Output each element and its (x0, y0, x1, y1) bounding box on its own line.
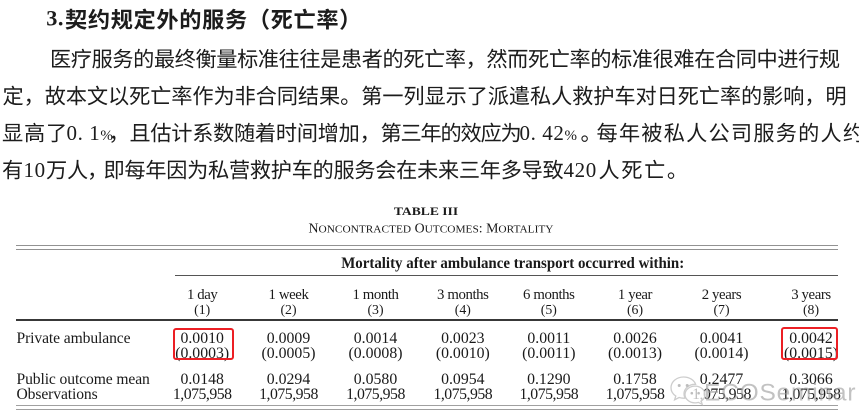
svg-text:420: 420 (564, 158, 597, 182)
svg-text:TABLE III: TABLE III (394, 205, 459, 218)
svg-text:NONCONTRACTED OUTCOMES: MORTAL: NONCONTRACTED OUTCOMES: MORTALITY (309, 221, 554, 236)
svg-text:ECOSeminar: ECOSeminar (704, 380, 856, 407)
svg-text:3.: 3. (46, 5, 64, 30)
svg-text:Mortality after ambulance tran: Mortality after ambulance transport occu… (341, 255, 684, 272)
svg-text:10: 10 (24, 158, 46, 182)
